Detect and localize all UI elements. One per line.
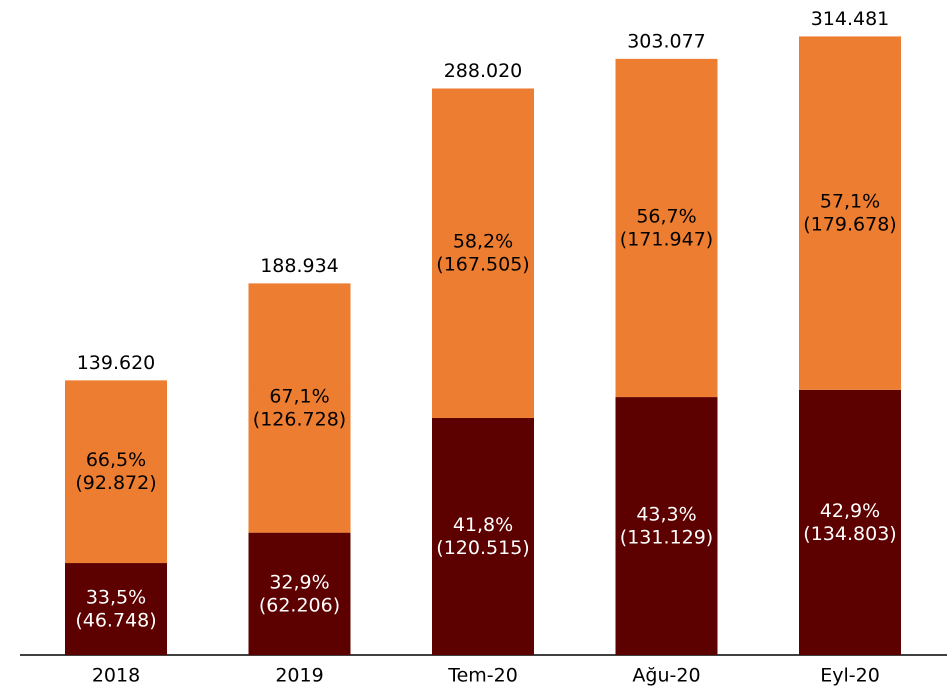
value-label: (179.678): [803, 214, 896, 236]
share-label: 66,5%: [86, 449, 146, 471]
value-label: (134.803): [803, 523, 896, 545]
label-box: [800, 190, 900, 237]
label-box: [616, 204, 717, 251]
data-label: 66,5%(92.872): [72, 448, 160, 495]
share-label: 58,2%: [453, 231, 513, 253]
total-label: 188.934: [260, 255, 339, 277]
data-label: 56,7%(171.947): [616, 204, 717, 251]
share-label: 32,9%: [269, 571, 329, 593]
label-box: [249, 385, 350, 432]
share-label: 67,1%: [269, 386, 329, 408]
data-label: 57,1%(179.678): [800, 190, 900, 237]
x-tick-label: Tem-20: [447, 665, 518, 687]
data-label: 32,9%(62.206): [255, 570, 344, 617]
total-label: 303.077: [627, 30, 706, 52]
label-box: [72, 586, 160, 633]
total-label: 314.481: [811, 8, 890, 30]
x-tick-label: 2019: [275, 665, 323, 687]
label-box: [255, 570, 344, 617]
data-label: 67,1%(126.728): [249, 385, 350, 432]
x-tick-label: Ağu-20: [632, 665, 700, 687]
value-label: (62.206): [259, 594, 340, 616]
value-label: (167.505): [436, 254, 529, 276]
value-label: (46.748): [75, 610, 156, 632]
value-label: (92.872): [75, 472, 156, 494]
label-box: [800, 499, 900, 546]
value-label: (171.947): [620, 228, 713, 250]
total-label: 139.620: [77, 352, 156, 374]
data-label: 43,3%(131.129): [616, 503, 717, 550]
x-tick-label: Eyl-20: [820, 665, 880, 687]
data-label: 33,5%(46.748): [72, 586, 160, 633]
share-label: 42,9%: [820, 500, 880, 522]
data-label: 58,2%(167.505): [433, 230, 533, 277]
data-label: 42,9%(134.803): [800, 499, 900, 546]
share-label: 56,7%: [636, 205, 696, 227]
value-label: (131.129): [620, 527, 713, 549]
share-label: 33,5%: [86, 587, 146, 609]
share-label: 41,8%: [453, 514, 513, 536]
data-label: 41,8%(120.515): [433, 513, 533, 560]
share-label: 43,3%: [636, 504, 696, 526]
total-label: 288.020: [444, 60, 523, 82]
label-box: [616, 503, 717, 550]
label-box: [433, 513, 533, 560]
x-tick-label: 2018: [92, 665, 140, 687]
value-label: (120.515): [436, 537, 529, 559]
label-box: [72, 448, 160, 495]
value-label: (126.728): [253, 409, 346, 431]
label-box: [433, 230, 533, 277]
share-label: 57,1%: [820, 191, 880, 213]
